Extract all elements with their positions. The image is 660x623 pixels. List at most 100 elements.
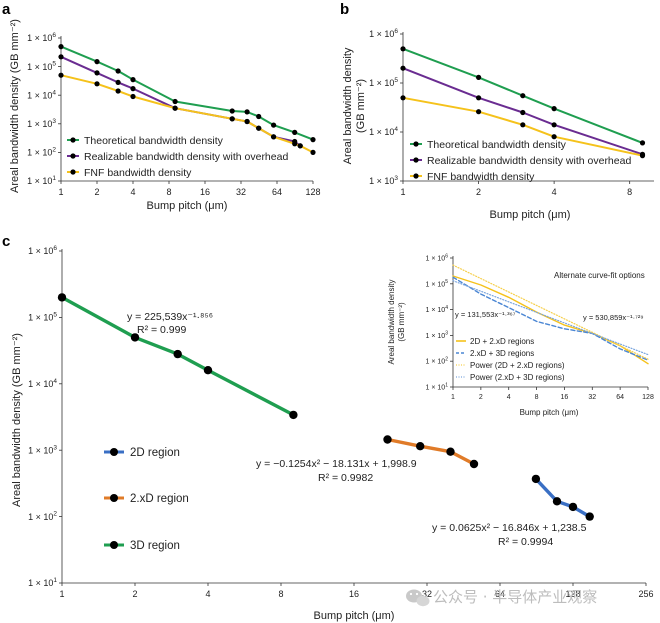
- panel-c: c Areal bandwidth density (GB mm⁻²) 1 2 4 8…: [2, 233, 654, 622]
- c-inset-ytick-label: 1 × 105: [426, 279, 449, 288]
- c-point-3d-region: [289, 410, 298, 420]
- legend-label-theoretical: Theoretical bandwidth density: [84, 135, 224, 147]
- legend-label-theoretical: Theoretical bandwidth density: [427, 139, 567, 151]
- legend-label-fnf: FNF bandwidth density: [84, 167, 192, 179]
- a-point-theoretical-bandwidth-density: [292, 129, 298, 135]
- b-point-realizable-bandwidth-density-with-overhead: [520, 109, 526, 116]
- c-xtick-label: 2: [132, 589, 137, 599]
- legend-marker-2xd: [110, 494, 118, 502]
- a-point-fnf-bandwidth-density: [271, 134, 277, 140]
- c-point-3d-region: [203, 366, 213, 375]
- a-point-fnf-bandwidth-density: [94, 81, 100, 87]
- panel-a: a Areal bandwidth density (GB mm⁻²) 1 2 4 8…: [2, 1, 321, 212]
- c-xtick-label: 8: [278, 589, 283, 599]
- inset-legend-label-3: Power (2D + 2.xD regions): [470, 361, 565, 370]
- watermark-text: 公众号 · 半导体产业观察: [433, 588, 597, 606]
- legend-label-2d: 2D region: [130, 447, 180, 459]
- fit-2xd-r2: R² = 0.9982: [318, 472, 373, 484]
- a-point-realizable-bandwidth-density-with-overhead: [58, 54, 64, 60]
- a-xtick-label: 1: [58, 187, 63, 197]
- inset-ticks: 1 2 4 8 16 32 64 128 1 × 101 1 × 102 1 × 103 1 × 10…: [426, 253, 654, 401]
- c-point-2-xd-region: [469, 459, 479, 469]
- panel-b-ylabel-line1: Areal bandwidth density: [342, 47, 354, 164]
- a-point-theoretical-bandwidth-density: [130, 77, 136, 83]
- panel-a-ylabel: Areal bandwidth density (GB mm⁻²): [9, 19, 21, 193]
- c-point-2d-region: [568, 502, 578, 512]
- c-ytick-label: 1 × 104: [28, 378, 57, 389]
- inset-legend-label-2: 2.xD + 3D regions: [470, 349, 534, 358]
- a-ytick-label: 1 × 101: [27, 175, 56, 186]
- c-xtick-label: 32: [422, 589, 432, 599]
- a-point-theoretical-bandwidth-density: [271, 122, 277, 128]
- c-point-2-xd-region: [446, 447, 455, 456]
- b-point-fnf-bandwidth-density: [520, 122, 526, 128]
- fit-2xd-equation: y = −0.1254x² − 18.131x + 1,998.9: [256, 458, 417, 470]
- a-xtick-label: 64: [272, 187, 282, 197]
- b-point-theoretical-bandwidth-density: [400, 46, 406, 52]
- legend-label-realizable: Realizable bandwidth density with overhe…: [427, 155, 631, 167]
- b-ytick-label: 1 × 106: [369, 28, 398, 39]
- b-point-theoretical-bandwidth-density: [551, 106, 557, 112]
- a-point-fnf-bandwidth-density: [256, 125, 262, 131]
- a-ytick-label: 1 × 103: [27, 118, 56, 129]
- inset-legend-label-4: Power (2.xD + 3D regions): [470, 373, 565, 382]
- panel-a-xlabel: Bump pitch (μm): [147, 200, 228, 212]
- legend-label-fnf: FNF bandwidth density: [427, 171, 535, 183]
- panel-a-ticks: 1 2 4 8 16 32 64 128 1 × 101 1 × 102 1 × 103 1 × 10…: [27, 32, 320, 197]
- inset-title: Alternate curve-fit options: [554, 271, 645, 280]
- a-xtick-label: 16: [200, 187, 210, 197]
- c-inset-xtick-label: 4: [507, 394, 511, 401]
- c-ytick-label: 1 × 101: [28, 577, 57, 588]
- fit-2d-r2: R² = 0.9994: [498, 536, 553, 548]
- c-inset-xtick-label: 32: [588, 394, 596, 401]
- inset-ylabel-line1: Areal bandwidth density: [387, 280, 396, 365]
- c-xtick-label: 16: [349, 589, 359, 599]
- b-ytick-label: 1 × 105: [369, 77, 398, 88]
- c-inset-ytick-label: 1 × 103: [426, 331, 449, 340]
- c-inset-xtick-label: 16: [561, 394, 569, 401]
- c-line-2d-region: [534, 477, 592, 519]
- c-point-3d-region: [130, 333, 140, 342]
- a-point-fnf-bandwidth-density: [244, 118, 250, 125]
- b-ytick-label: 1 × 104: [369, 126, 398, 137]
- c-inset-xtick-label: 8: [535, 394, 539, 401]
- c-point-2d-region: [552, 497, 562, 506]
- c-inset-ytick-label: 1 × 106: [426, 253, 449, 262]
- panel-a-letter: a: [2, 1, 11, 18]
- a-point-theoretical-bandwidth-density: [58, 44, 64, 50]
- b-point-fnf-bandwidth-density: [400, 95, 406, 101]
- panel-a-axes: [60, 36, 313, 182]
- legend-marker-3d: [110, 541, 118, 549]
- inset-legend: 2D + 2.xD regions 2.xD + 3D regions Powe…: [456, 337, 565, 382]
- a-point-fnf-bandwidth-density: [310, 149, 316, 155]
- c-line-2-xd-region: [385, 437, 476, 466]
- c-inset-xtick-label: 128: [642, 394, 654, 401]
- inset-xlabel: Bump pitch (μm): [520, 408, 579, 417]
- b-point-realizable-bandwidth-density-with-overhead: [400, 65, 406, 71]
- c-ytick-label: 1 × 106: [28, 245, 57, 256]
- c-xtick-label: 64: [495, 589, 505, 599]
- panel-c-letter: c: [2, 233, 10, 250]
- c-point-2d-region: [531, 474, 541, 484]
- inset-fit-2: y = 530,859x⁻¹·⁷²⁹: [583, 313, 644, 322]
- legend-marker-2d: [110, 448, 118, 456]
- a-point-fnf-bandwidth-density: [297, 143, 303, 149]
- legend-label-2xd: 2.xD region: [130, 493, 189, 505]
- b-ytick-label: 1 × 103: [369, 175, 398, 186]
- panel-c-inset: Areal bandwidth density (GB mm⁻²) 1 2 4 8 16…: [387, 253, 654, 417]
- inset-fit-1: y = 131,553x⁻¹·³⁶⁷: [455, 310, 516, 319]
- legend-marker-fnf: [413, 173, 419, 179]
- legend-label-3d: 3D region: [130, 540, 180, 552]
- panel-c-points: [57, 293, 594, 521]
- legend-marker-theoretical: [413, 141, 419, 147]
- b-point-fnf-bandwidth-density: [639, 153, 646, 159]
- panel-b-letter: b: [340, 1, 349, 18]
- b-point-theoretical-bandwidth-density: [476, 74, 482, 80]
- panel-b-xlabel: Bump pitch (μm): [490, 209, 571, 221]
- c-point-2d-region: [585, 512, 594, 521]
- c-point-2-xd-region: [383, 435, 392, 444]
- a-point-theoretical-bandwidth-density: [244, 109, 250, 115]
- c-ytick-label: 1 × 105: [28, 312, 57, 323]
- b-point-theoretical-bandwidth-density: [520, 93, 526, 99]
